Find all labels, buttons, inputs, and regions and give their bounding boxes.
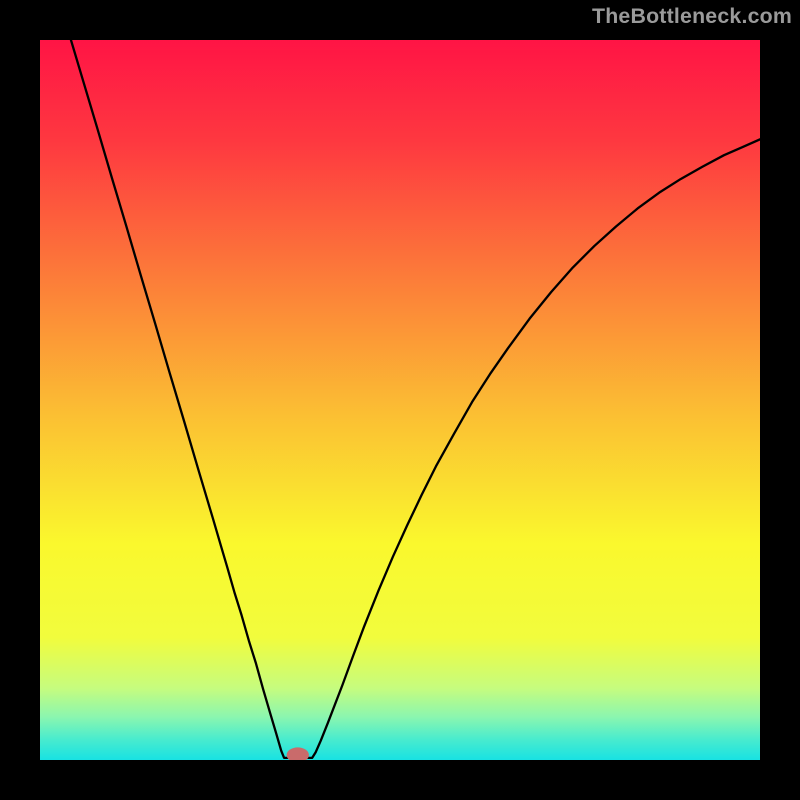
minimum-marker bbox=[287, 747, 309, 760]
curve-layer bbox=[40, 40, 760, 760]
plot-area bbox=[40, 40, 760, 760]
bottleneck-curve bbox=[71, 40, 760, 758]
source-watermark: TheBottleneck.com bbox=[592, 4, 792, 29]
chart-container: TheBottleneck.com bbox=[0, 0, 800, 800]
